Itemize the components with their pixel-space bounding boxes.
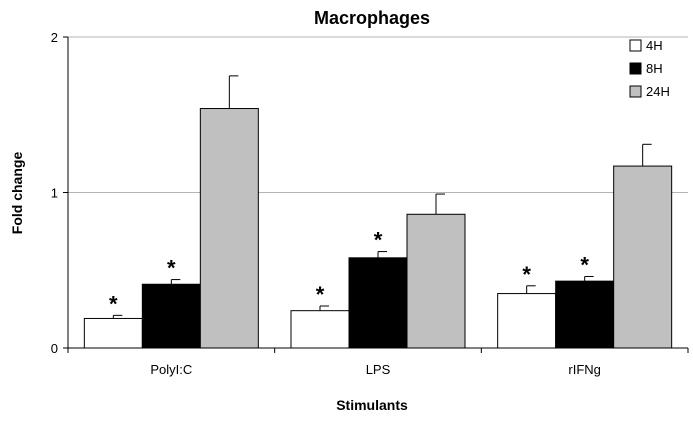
x-tick-label: LPS bbox=[366, 362, 391, 377]
y-axis-label: Fold change bbox=[9, 152, 25, 235]
legend-swatch bbox=[629, 62, 642, 75]
y-tick-label: 0 bbox=[51, 341, 58, 356]
bar bbox=[348, 257, 408, 349]
bar bbox=[290, 310, 350, 349]
bar bbox=[497, 293, 557, 349]
significance-star: * bbox=[109, 291, 118, 316]
bar bbox=[199, 108, 259, 349]
y-tick-label: 1 bbox=[51, 186, 58, 201]
significance-star: * bbox=[374, 228, 383, 253]
significance-star: * bbox=[167, 256, 176, 281]
x-tick-label: PolyI:C bbox=[150, 362, 192, 377]
significance-star: * bbox=[522, 262, 531, 287]
legend: 4H 8H 24H bbox=[629, 38, 670, 99]
axes: 0 1 2 PolyI:C LPS rIFNg bbox=[51, 30, 689, 377]
bar bbox=[613, 165, 673, 349]
legend-swatch bbox=[629, 39, 642, 52]
bar bbox=[83, 317, 143, 349]
legend-swatch bbox=[629, 85, 642, 98]
bar bbox=[141, 283, 201, 349]
legend-label: 24H bbox=[646, 84, 670, 99]
bar-group: * * * * * * bbox=[83, 75, 673, 349]
y-tick-label: 2 bbox=[51, 30, 58, 45]
significance-star: * bbox=[580, 252, 589, 277]
significance-star: * bbox=[316, 282, 325, 307]
gridlines bbox=[68, 36, 688, 193]
x-axis-label: Stimulants bbox=[336, 397, 408, 413]
x-tick-label: rIFNg bbox=[568, 362, 601, 377]
bar bbox=[555, 280, 615, 349]
legend-label: 4H bbox=[646, 38, 663, 53]
bar bbox=[406, 213, 466, 349]
chart-title: Macrophages bbox=[314, 8, 430, 28]
legend-label: 8H bbox=[646, 61, 663, 76]
